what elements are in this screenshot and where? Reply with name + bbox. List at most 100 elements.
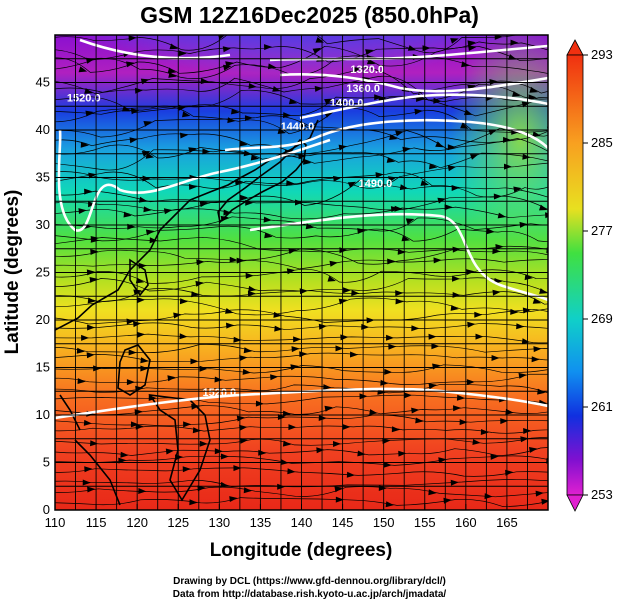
- stream-arrow: [239, 140, 248, 147]
- stream-arrow: [149, 237, 158, 244]
- stream-arrow: [327, 275, 336, 282]
- stream-arrow: [592, 501, 600, 507]
- stream-arrow: [532, 131, 541, 138]
- x-tick-label: 120: [126, 515, 148, 530]
- stream-arrow: [77, 378, 86, 384]
- y-tick-label: 0: [43, 502, 50, 517]
- stream-arrow: [329, 260, 338, 267]
- stream-arrow: [169, 43, 179, 50]
- stream-arrow: [433, 97, 442, 104]
- colorbar-tick-label: 269: [591, 311, 613, 326]
- stream-arrow: [225, 308, 234, 314]
- streamline: [55, 75, 548, 101]
- stream-arrow: [347, 181, 357, 188]
- stream-arrow: [135, 423, 144, 430]
- stream-arrow: [548, 407, 556, 413]
- stream-arrow: [84, 466, 93, 473]
- stream-arrow: [197, 485, 206, 492]
- stream-arrow: [346, 471, 355, 478]
- stream-arrow: [183, 421, 192, 428]
- streamline: [55, 55, 548, 79]
- stream-arrow: [223, 64, 232, 71]
- stream-arrow: [587, 216, 595, 222]
- stream-arrow: [520, 436, 529, 443]
- stream-arrow: [123, 211, 132, 218]
- stream-arrow: [452, 246, 461, 253]
- stream-arrow: [143, 206, 152, 213]
- stream-arrow: [168, 72, 177, 78]
- stream-arrow: [131, 108, 140, 115]
- stream-arrow: [218, 35, 226, 40]
- stream-arrow: [505, 408, 514, 415]
- stream-arrow: [450, 479, 459, 486]
- stream-arrow: [283, 112, 292, 119]
- stream-arrow: [84, 88, 93, 94]
- stream-arrow: [415, 417, 424, 424]
- stream-arrow: [291, 346, 300, 353]
- stream-arrow: [293, 336, 302, 343]
- stream-arrow: [163, 208, 173, 215]
- stream-arrow: [467, 321, 476, 328]
- stream-arrow: [383, 461, 392, 468]
- stream-arrow: [475, 333, 484, 340]
- stream-arrow: [190, 358, 199, 365]
- stream-arrow: [460, 122, 469, 129]
- stream-arrow: [202, 148, 211, 155]
- streamline: [55, 383, 548, 394]
- stream-arrow: [298, 153, 307, 160]
- stream-arrow: [85, 57, 95, 64]
- x-tick-label: 145: [332, 515, 354, 530]
- y-tick-label: 20: [36, 312, 50, 327]
- stream-arrow: [555, 470, 563, 476]
- stream-arrow: [223, 209, 232, 216]
- stream-arrow: [524, 274, 533, 281]
- stream-arrow: [390, 206, 400, 212]
- stream-arrow: [245, 272, 254, 279]
- stream-arrow: [438, 457, 447, 464]
- colorbar-scale: [566, 54, 584, 496]
- colorbar: 293 285 277 269 261 253: [566, 39, 613, 512]
- stream-arrow: [239, 355, 248, 362]
- stream-arrow: [474, 311, 483, 318]
- stream-arrow: [247, 290, 256, 297]
- stream-arrow: [334, 486, 343, 493]
- stream-arrow: [271, 25, 279, 31]
- stream-arrow: [386, 157, 396, 163]
- stream-arrow: [491, 355, 500, 361]
- stream-arrow: [450, 38, 459, 44]
- stream-arrow: [140, 357, 149, 364]
- stream-arrow: [529, 447, 538, 453]
- stream-arrow: [428, 383, 437, 390]
- stream-arrow: [82, 479, 91, 486]
- stream-arrow: [333, 441, 341, 447]
- stream-arrow: [385, 501, 394, 508]
- stream-arrow: [453, 405, 462, 412]
- stream-arrow: [87, 297, 96, 304]
- stream-arrow: [250, 154, 260, 161]
- stream-arrow: [431, 343, 440, 350]
- stream-arrow: [336, 99, 345, 106]
- stream-arrow: [342, 424, 351, 430]
- contour-1320-west: [79, 38, 231, 60]
- stream-arrow: [90, 440, 99, 447]
- stream-arrow: [93, 365, 102, 372]
- stream-arrow: [323, 384, 332, 391]
- stream-arrow: [529, 86, 538, 93]
- contour-label: 1320.0: [350, 64, 384, 76]
- stream-arrow: [182, 111, 191, 118]
- stream-arrow: [467, 40, 476, 47]
- stream-arrow: [233, 465, 242, 472]
- stream-arrow: [375, 172, 384, 178]
- stream-arrow: [369, 409, 378, 415]
- x-axis-ticks: 110 115 120 125 130 135 140 145 150 155 160 165: [45, 504, 518, 530]
- stream-arrow: [437, 197, 446, 204]
- stream-arrow: [388, 343, 397, 350]
- colorbar-top-arrow: [566, 39, 584, 56]
- stream-arrow: [587, 354, 595, 360]
- streamline: [55, 179, 548, 206]
- stream-arrow: [167, 375, 176, 382]
- streamline: [55, 138, 548, 164]
- x-tick-label: 155: [414, 515, 436, 530]
- stream-arrow: [516, 323, 525, 330]
- y-axis-ticks: 0 5 10 15 20 25 30 35 40 45: [36, 75, 61, 517]
